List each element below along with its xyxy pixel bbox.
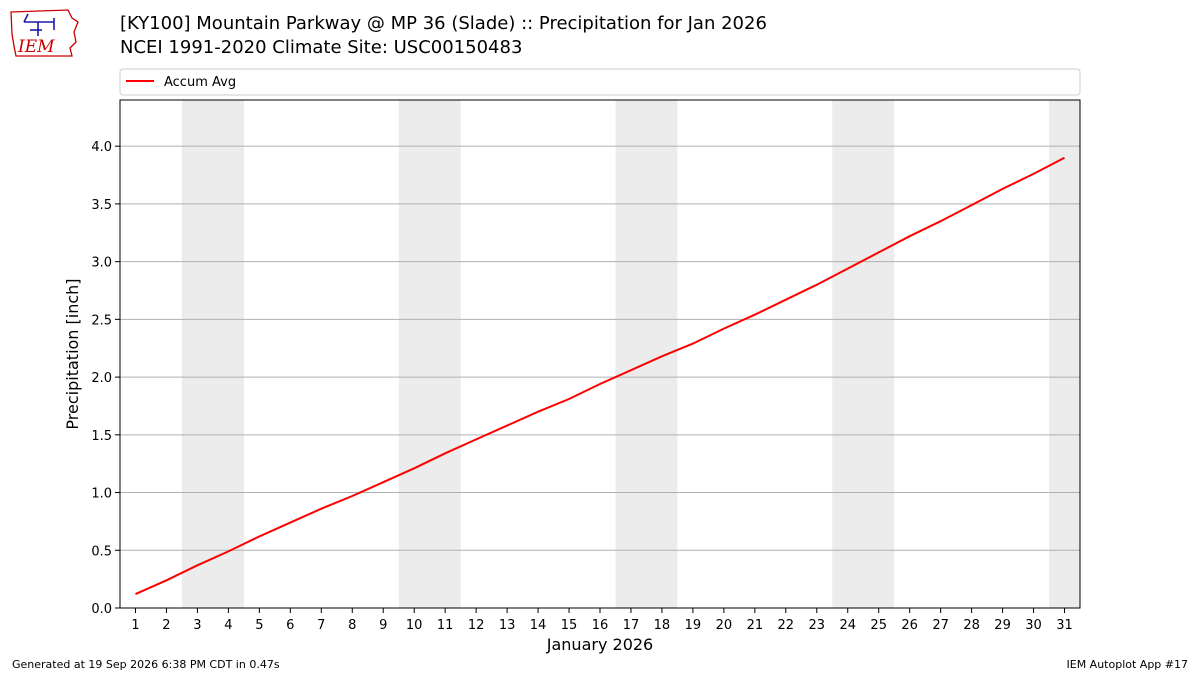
- x-tick-label: 30: [1025, 618, 1042, 633]
- iem-logo: IEM: [10, 9, 79, 57]
- x-tick-label: 8: [348, 618, 356, 633]
- x-tick-label: 25: [870, 618, 887, 633]
- x-tick-label: 24: [839, 618, 856, 633]
- y-axis: 0.0 0.5 1.0 1.5 2.0 2.5 3.0 3.5 4.0: [91, 140, 120, 617]
- x-tick-label: 10: [406, 618, 423, 633]
- y-tick-label: 0.0: [91, 602, 112, 617]
- y-tick-label: 3.5: [91, 198, 112, 213]
- x-tick-label: 21: [747, 618, 764, 633]
- chart-title: [KY100] Mountain Parkway @ MP 36 (Slade)…: [120, 13, 767, 34]
- y-tick-label: 2.5: [91, 313, 112, 328]
- x-tick-label: 13: [499, 618, 516, 633]
- generated-timestamp: Generated at 19 Sep 2026 6:38 PM CDT in …: [12, 658, 280, 671]
- weekend-band: [1049, 100, 1080, 608]
- app-label: IEM Autoplot App #17: [1066, 658, 1189, 671]
- x-tick-label: 19: [685, 618, 702, 633]
- x-tick-label: 7: [317, 618, 325, 633]
- y-axis-label: Precipitation [inch]: [63, 278, 82, 429]
- x-tick-label: 31: [1056, 618, 1073, 633]
- x-tick-label: 5: [255, 618, 263, 633]
- legend-label: Accum Avg: [164, 75, 236, 90]
- x-tick-label: 4: [224, 618, 232, 633]
- x-tick-label: 16: [592, 618, 609, 633]
- x-tick-label: 28: [963, 618, 980, 633]
- iowa-state-outline-icon: [10, 9, 79, 57]
- accum-avg-line: [135, 156, 1065, 596]
- x-tick-label: 11: [437, 618, 454, 633]
- y-tick-label: 0.5: [91, 544, 112, 559]
- plot-frame: [119, 99, 1081, 609]
- x-tick-label: 15: [561, 618, 578, 633]
- x-tick-label: 22: [778, 618, 795, 633]
- x-tick-label: 26: [901, 618, 918, 633]
- x-tick-label: 18: [654, 618, 671, 633]
- x-tick-label: 27: [932, 618, 949, 633]
- x-tick-label: 20: [716, 618, 733, 633]
- x-tick-label: 23: [809, 618, 826, 633]
- x-tick-label: 29: [994, 618, 1011, 633]
- weather-station-icon: [23, 13, 55, 36]
- x-tick-label: 3: [193, 618, 201, 633]
- x-tick-label: 9: [379, 618, 387, 633]
- x-axis-label: January 2026: [546, 635, 653, 654]
- x-axis: 1 2 3 4 5 6 7 8 9 10 11 12 13 14 15 16 17 18 19 20 21 22 23 24 2…: [131, 608, 1073, 633]
- weekend-band: [832, 100, 895, 608]
- weekend-bands: [181, 100, 1080, 608]
- y-tick-label: 1.0: [91, 487, 112, 502]
- y-tick-label: 2.0: [91, 371, 112, 386]
- x-tick-label: 1: [131, 618, 139, 633]
- weekend-band: [398, 100, 461, 608]
- y-tick-label: 4.0: [91, 140, 112, 155]
- legend: Accum Avg: [119, 68, 1081, 96]
- x-tick-label: 17: [623, 618, 640, 633]
- y-tick-label: 1.5: [91, 429, 112, 444]
- x-tick-label: 6: [286, 618, 294, 633]
- chart-subtitle: NCEI 1991-2020 Climate Site: USC00150483: [120, 37, 523, 58]
- x-tick-label: 14: [530, 618, 547, 633]
- x-tick-label: 12: [468, 618, 485, 633]
- y-gridlines: [120, 145, 1080, 609]
- logo-text: IEM: [17, 37, 55, 57]
- y-tick-label: 3.0: [91, 256, 112, 271]
- weekend-band: [181, 100, 244, 608]
- x-tick-label: 2: [162, 618, 170, 633]
- legend-box: [119, 68, 1081, 96]
